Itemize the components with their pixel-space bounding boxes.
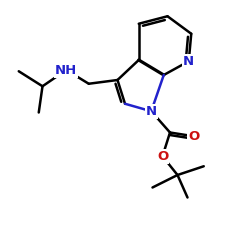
Text: O: O <box>157 150 168 163</box>
Text: N: N <box>146 105 157 118</box>
Text: O: O <box>188 130 200 143</box>
Text: NH: NH <box>55 64 78 76</box>
Text: N: N <box>183 55 194 68</box>
